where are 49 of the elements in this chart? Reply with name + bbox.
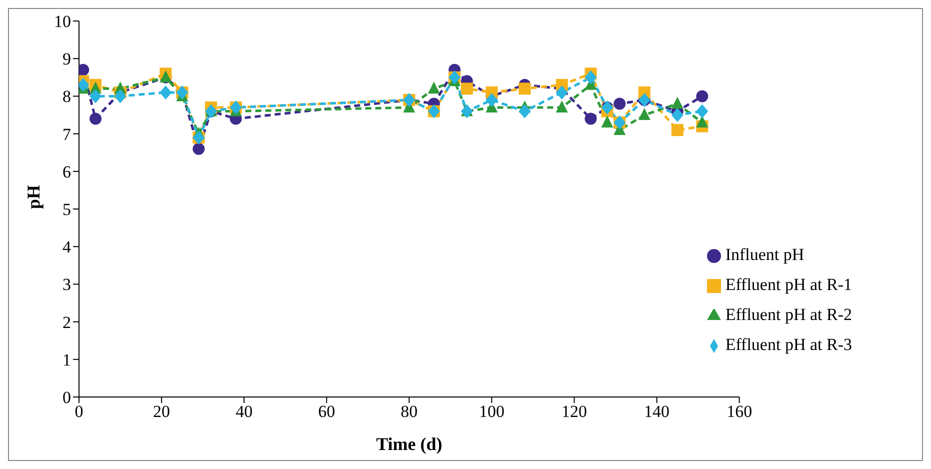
point <box>114 89 126 104</box>
point <box>696 90 708 102</box>
point <box>192 142 205 155</box>
point <box>556 85 568 100</box>
point <box>90 89 102 104</box>
y-tick-label: 1 <box>62 350 71 370</box>
point <box>90 112 102 125</box>
point <box>696 116 708 128</box>
point <box>160 85 172 100</box>
point <box>671 124 684 136</box>
point <box>460 82 473 95</box>
y-tick-label: 2 <box>62 312 71 332</box>
x-tick-label: 0 <box>74 402 84 422</box>
legend-label: Influent pH <box>725 245 804 264</box>
point <box>518 104 531 118</box>
y-tick-label: 6 <box>62 162 71 182</box>
point <box>671 96 684 109</box>
x-tick-label: 40 <box>236 402 253 422</box>
point <box>614 98 626 110</box>
point <box>601 116 614 128</box>
x-tick-label: 20 <box>153 402 170 422</box>
point <box>584 112 597 125</box>
x-tick-label: 100 <box>478 402 504 422</box>
y-tick-label: 4 <box>62 238 72 257</box>
point <box>638 108 650 120</box>
point <box>428 82 440 94</box>
y-tick-label: 5 <box>62 200 71 220</box>
legend-label: Effluent pH at R-3 <box>725 335 852 354</box>
x-tick-label: 120 <box>561 402 587 422</box>
legend-label: Effluent pH at R-1 <box>725 275 852 294</box>
y-tick-label: 3 <box>62 275 71 294</box>
point <box>584 70 597 84</box>
x-tick-label: 160 <box>726 402 752 422</box>
x-axis-title: Time (d) <box>376 434 442 454</box>
y-tick-label: 9 <box>62 50 71 69</box>
x-tick-label: 60 <box>318 402 336 422</box>
y-tick-label: 0 <box>62 388 71 408</box>
y-tick-label: 7 <box>62 124 72 144</box>
point <box>486 92 498 107</box>
x-tick-label: 80 <box>400 402 418 422</box>
y-axis-title: pH <box>23 184 44 209</box>
x-tick-label: 140 <box>644 402 670 422</box>
y-tick-label: 8 <box>62 87 71 106</box>
legend-label: Effluent pH at R-2 <box>725 305 852 324</box>
point <box>671 108 684 122</box>
point <box>518 82 531 95</box>
point <box>696 104 708 118</box>
point <box>556 100 568 112</box>
y-tick-label: 10 <box>54 12 71 32</box>
